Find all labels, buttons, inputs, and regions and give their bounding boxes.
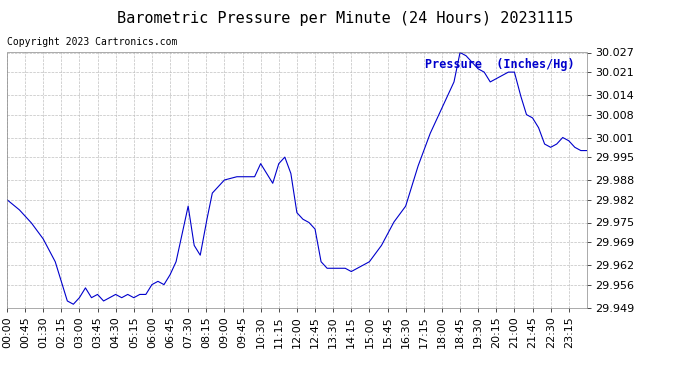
Text: Barometric Pressure per Minute (24 Hours) 20231115: Barometric Pressure per Minute (24 Hours…	[117, 11, 573, 26]
Text: Copyright 2023 Cartronics.com: Copyright 2023 Cartronics.com	[7, 38, 177, 47]
Text: Pressure  (Inches/Hg): Pressure (Inches/Hg)	[425, 58, 575, 70]
